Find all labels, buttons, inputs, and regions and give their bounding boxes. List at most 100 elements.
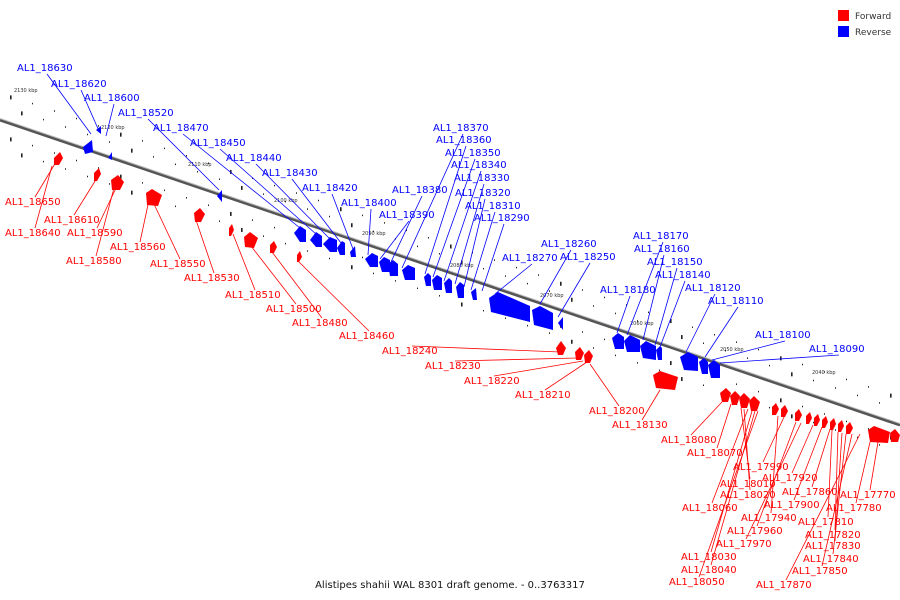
position-dot	[615, 312, 616, 315]
position-dot	[307, 250, 308, 252]
position-dot	[417, 245, 418, 248]
rev-leader-line	[443, 170, 482, 282]
rev-leader-line	[539, 249, 572, 305]
rev-leader-line	[432, 158, 476, 278]
position-dot	[263, 193, 264, 195]
position-dot	[483, 267, 484, 270]
fwd-gene-label: AL1_17820	[805, 530, 861, 541]
fwd-gene-label: AL1_17870	[756, 580, 812, 591]
position-dot	[593, 347, 594, 349]
legend-reverse-label: Reverse	[855, 28, 892, 38]
reverse-gene	[379, 257, 390, 272]
fwd-gene-label: AL1_18650	[5, 197, 61, 208]
genome-caption: Alistipes shahii WAL 8301 draft genome. …	[315, 580, 585, 591]
position-dot	[527, 282, 528, 285]
reverse-gene	[456, 282, 464, 298]
rev-leader-line	[454, 183, 485, 285]
rev-gene-label: AL1_18150	[647, 257, 703, 268]
reverse-gene	[310, 232, 322, 247]
fwd-gene-label: AL1_18530	[184, 273, 240, 284]
fwd-leader-line	[544, 361, 588, 391]
position-dot	[120, 132, 122, 137]
position-dot	[175, 205, 176, 208]
forward-label-group: AL1_18650 AL1_18640 AL1_18610 AL1_18590 AL1_…	[5, 161, 896, 591]
position-dot	[769, 364, 770, 367]
legend: Forward Reverse	[838, 10, 892, 38]
legend-reverse-swatch	[838, 26, 849, 37]
rev-gene-label: AL1_18100	[755, 330, 811, 341]
fwd-gene-label: AL1_18500	[266, 304, 322, 315]
rev-leader-line	[390, 195, 423, 263]
forward-gene	[111, 175, 124, 190]
reverse-gene	[558, 317, 563, 330]
fwd-gene-label: AL1_18510	[225, 290, 281, 301]
rev-leader-line	[704, 306, 739, 358]
tick-label: 2120 kbp	[101, 125, 125, 131]
position-dot	[659, 369, 660, 372]
rev-leader-line	[685, 293, 716, 353]
fwd-leader-line	[153, 203, 181, 260]
position-dot	[10, 137, 12, 142]
position-dot	[98, 167, 99, 169]
fwd-leader-line	[711, 408, 749, 504]
reverse-label-group: AL1_18630 AL1_18620 AL1_18600 AL1_18520 AL1_…	[17, 63, 865, 364]
position-dot	[406, 229, 407, 232]
rev-leader-line	[711, 340, 786, 361]
fwd-leader-line	[73, 177, 98, 216]
fwd-leader-line	[811, 428, 831, 488]
position-dot	[329, 215, 330, 218]
reverse-gene	[350, 246, 356, 257]
position-dot	[109, 141, 110, 143]
fwd-leader-line	[454, 357, 578, 362]
position-dot	[87, 175, 88, 178]
fwd-gene-label: AL1_18230	[425, 361, 481, 372]
fwd-gene-label: AL1_17920	[762, 473, 818, 484]
rev-leader-line	[401, 133, 464, 269]
position-dot	[582, 289, 583, 291]
fwd-leader-line	[250, 245, 297, 305]
position-dot	[494, 259, 495, 261]
fwd-gene-label: AL1_18020	[720, 490, 776, 501]
rev-leader-line	[626, 241, 664, 336]
fwd-leader-line	[34, 165, 53, 229]
fwd-gene-label: AL1_18210	[515, 390, 571, 401]
position-dot	[351, 223, 353, 228]
position-dot	[76, 117, 77, 120]
forward-gene	[846, 422, 853, 434]
forward-gene	[556, 341, 566, 355]
fwd-leader-line	[793, 426, 823, 501]
fwd-leader-line	[641, 389, 661, 421]
position-dot	[241, 227, 243, 232]
position-dot	[681, 377, 683, 382]
position-dot	[571, 297, 573, 302]
rev-gene-label: AL1_18630	[17, 63, 73, 74]
position-dot	[890, 393, 892, 398]
forward-gene	[229, 224, 234, 236]
fwd-gene-label: AL1_17850	[792, 566, 848, 577]
rev-leader-line	[719, 354, 840, 364]
position-dot	[395, 280, 396, 282]
position-dot	[505, 317, 506, 319]
position-dot	[98, 125, 99, 127]
reverse-gene	[471, 288, 477, 300]
rev-gene-label: AL1_18290	[474, 213, 530, 224]
tick-label: 2060 kbp	[630, 321, 654, 327]
fwd-gene-label: AL1_18220	[464, 376, 520, 387]
position-dot	[582, 331, 583, 333]
position-dot	[615, 354, 616, 357]
rev-gene-label: AL1_18420	[302, 183, 358, 194]
position-dot	[835, 429, 836, 431]
forward-gene	[297, 251, 302, 262]
genome-backbone-highlight	[0, 118, 900, 424]
position-dot	[296, 192, 297, 194]
forward-gene	[868, 426, 890, 443]
rev-leader-line	[379, 220, 410, 260]
reverse-gene	[680, 352, 698, 371]
fwd-leader-line	[827, 429, 833, 518]
fwd-gene-label: AL1_17990	[733, 462, 789, 473]
fwd-leader-line	[743, 408, 751, 491]
position-dot	[802, 363, 803, 366]
rev-gene-label: AL1_18360	[436, 135, 492, 146]
position-dot	[879, 444, 880, 446]
fwd-leader-line	[785, 433, 861, 581]
